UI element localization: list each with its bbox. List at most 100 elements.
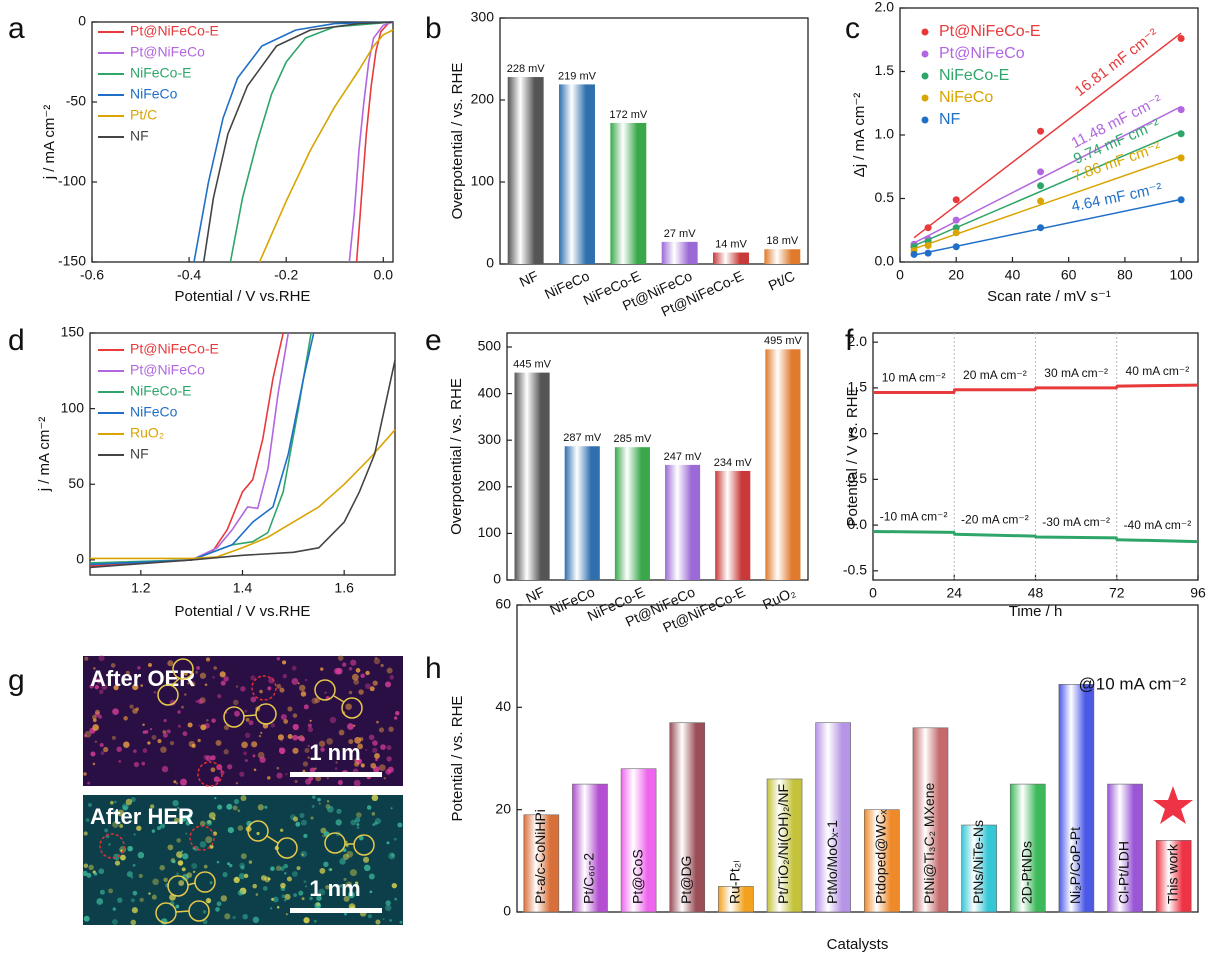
speckle (343, 895, 350, 902)
line (872, 530, 1199, 544)
speckle (149, 804, 155, 809)
image-her (83, 795, 403, 925)
speckle (180, 778, 187, 786)
speckle (375, 758, 378, 762)
speckle (133, 761, 140, 768)
speckle (280, 866, 285, 871)
speckle (109, 800, 114, 805)
speckle (233, 699, 239, 706)
speckle (374, 753, 380, 759)
bar (614, 447, 650, 580)
speckle (241, 741, 248, 749)
y-tick-label: 300 (478, 431, 502, 447)
speckle (267, 776, 271, 780)
speckle (316, 895, 322, 901)
speckle (255, 893, 259, 896)
speckle (157, 739, 162, 744)
speckle (357, 743, 364, 750)
speckle (244, 709, 248, 713)
speckle (125, 670, 130, 675)
speckle (208, 812, 216, 820)
speckle (385, 900, 391, 906)
speckle (227, 827, 234, 834)
speckle (320, 667, 324, 671)
x-tick-label: 2D-PtNDs (1018, 841, 1034, 904)
speckle (309, 719, 312, 722)
speckle (244, 759, 248, 762)
speckle (355, 890, 360, 895)
markers (99, 658, 375, 924)
speckle (220, 680, 226, 686)
y-tick-label: 1.5 (875, 62, 895, 78)
speckle (176, 806, 180, 810)
speckle (320, 747, 325, 752)
y-tick-label: 100 (61, 399, 85, 415)
speckle (301, 897, 305, 901)
speckle (354, 881, 359, 885)
speckle (242, 913, 248, 920)
line (348, 21, 394, 263)
legend-swatch (921, 116, 929, 124)
speckle (373, 657, 381, 665)
speckle (213, 666, 217, 670)
annotation: -30 mA cm⁻² (1042, 515, 1110, 529)
speckle (181, 850, 184, 853)
speckle (318, 740, 326, 747)
speckle (344, 912, 347, 916)
speckle (339, 858, 346, 865)
speckle (393, 837, 397, 841)
point (952, 196, 960, 204)
speckle (83, 831, 88, 836)
speckle (113, 853, 120, 861)
speckle (318, 802, 321, 805)
speckle (197, 698, 204, 705)
bar (564, 446, 600, 580)
y-axis-label: Potential / V vs. RHE (844, 386, 861, 526)
value-label: 495 mV (764, 335, 803, 347)
y-tick-label: 40 (495, 698, 511, 714)
bar (559, 84, 595, 264)
point (1177, 130, 1185, 138)
speckle (294, 780, 298, 784)
speckle (98, 689, 104, 695)
speckle (222, 871, 228, 878)
speckle (127, 845, 133, 852)
y-tick-label: 400 (478, 384, 502, 400)
speckle (337, 779, 343, 786)
speckle (356, 758, 361, 763)
speckle (388, 726, 394, 732)
speckle (252, 916, 260, 924)
speckle (240, 795, 247, 802)
speckle (292, 734, 298, 741)
speckle (297, 736, 300, 739)
speckle (220, 895, 228, 902)
x-tick-label: -0.4 (177, 267, 201, 283)
speckle (186, 872, 193, 878)
speckle (240, 865, 245, 870)
panel-letter: d (8, 324, 25, 357)
speckle (217, 804, 223, 810)
speckle (287, 734, 293, 740)
speckle (351, 673, 359, 681)
x-tick-label: NF (517, 268, 541, 290)
speckle (167, 660, 174, 667)
value-label: 14 mV (715, 238, 747, 250)
speckle (119, 824, 124, 828)
speckle (133, 749, 137, 753)
speckle (371, 794, 379, 802)
point (952, 243, 960, 251)
speckle (375, 919, 381, 925)
speckle (248, 720, 254, 726)
speckle (181, 705, 184, 709)
speckle (118, 760, 122, 763)
point (952, 224, 960, 232)
value-label: 219 mV (558, 70, 597, 82)
speckle (311, 795, 316, 800)
speckle (151, 734, 157, 740)
legend-label: NF (130, 128, 149, 144)
speckle (317, 797, 321, 802)
speckle (214, 796, 217, 800)
speckle (353, 779, 361, 787)
speckle (200, 724, 207, 731)
